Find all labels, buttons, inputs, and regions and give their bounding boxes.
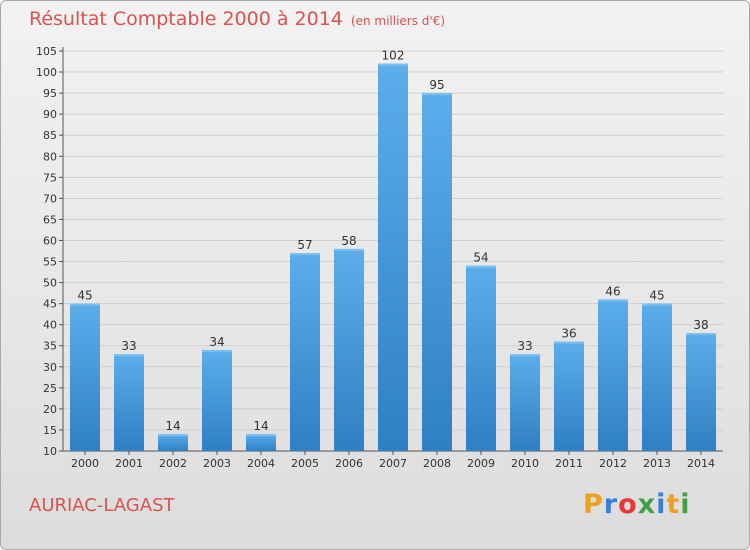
- logo-letter: o: [618, 489, 638, 520]
- y-tick-label: 55: [43, 256, 57, 269]
- bar-highlight: [598, 299, 628, 302]
- bar-highlight: [202, 349, 232, 352]
- logo-letter: i: [656, 489, 667, 520]
- bar-highlight: [114, 354, 144, 357]
- x-tick-label: 2003: [203, 457, 231, 470]
- bar-value-label: 95: [429, 78, 444, 92]
- bar-value-label: 54: [473, 251, 488, 265]
- logo-letter: x: [637, 489, 657, 520]
- bar: [158, 434, 188, 451]
- x-tick-label: 2004: [247, 457, 275, 470]
- bar-value-label: 38: [693, 318, 708, 332]
- y-tick-label: 25: [43, 382, 57, 395]
- bar-highlight: [290, 253, 320, 256]
- bar-value-label: 34: [209, 335, 224, 349]
- bar: [642, 303, 672, 451]
- logo-letter: t: [666, 489, 681, 520]
- bar-highlight: [466, 265, 496, 268]
- commune-name: AURIAC-LAGAST: [29, 495, 175, 516]
- y-tick-label: 65: [43, 213, 57, 226]
- x-tick-label: 2008: [423, 457, 451, 470]
- y-tick-label: 100: [36, 66, 57, 79]
- bar-highlight: [334, 248, 364, 251]
- x-tick-label: 2006: [335, 457, 363, 470]
- bar: [422, 93, 452, 452]
- x-tick-label: 2001: [115, 457, 143, 470]
- bar: [202, 349, 232, 451]
- y-tick-label: 30: [43, 361, 57, 374]
- y-tick-label: 105: [36, 45, 57, 58]
- bars: [70, 63, 716, 452]
- labels: 45 33 14 34 14 57 58 102 95 54 33 36 46 45 38: [77, 49, 708, 434]
- x-tick-label: 2007: [379, 457, 407, 470]
- bar: [334, 248, 364, 451]
- bar-value-label: 33: [121, 339, 136, 353]
- x-tick-label: 2005: [291, 457, 319, 470]
- bar-highlight: [554, 341, 584, 344]
- bar: [510, 354, 540, 451]
- x-tick-label: 2000: [71, 457, 99, 470]
- bar-value-label: 36: [561, 327, 576, 341]
- y-tick-label: 45: [43, 298, 57, 311]
- bar: [70, 303, 100, 451]
- y-tick-label: 70: [43, 192, 57, 205]
- bar-value-label: 58: [341, 234, 356, 248]
- bar: [246, 434, 276, 451]
- bar: [378, 63, 408, 451]
- bar-highlight: [642, 303, 672, 306]
- logo-letter: i: [680, 489, 691, 520]
- proxiti-logo[interactable]: Proxiti: [583, 489, 691, 520]
- y-tick-label: 40: [43, 319, 57, 332]
- bar: [554, 341, 584, 451]
- bar-highlight: [378, 63, 408, 66]
- bar-value-label: 46: [605, 284, 620, 298]
- chart-title-text: Résultat Comptable 2000 à 2014: [29, 8, 343, 30]
- x-tick-label: 2002: [159, 457, 187, 470]
- y-tick-label: 85: [43, 129, 57, 142]
- logo-letter: P: [583, 489, 604, 520]
- logo-letter: r: [603, 489, 619, 520]
- bar-value-label: 102: [382, 49, 405, 63]
- bar: [466, 265, 496, 451]
- bar-highlight: [246, 434, 276, 437]
- y-tick-label: 90: [43, 108, 57, 121]
- x-tick-label: 2011: [555, 457, 583, 470]
- bar-value-label: 45: [77, 289, 92, 303]
- y-tick-label: 95: [43, 87, 57, 100]
- y-tick-label: 15: [43, 424, 57, 437]
- bar-highlight: [422, 93, 452, 96]
- y-tick-label: 80: [43, 150, 57, 163]
- bar-value-label: 33: [517, 339, 532, 353]
- bar-value-label: 45: [649, 289, 664, 303]
- y-tick-label: 35: [43, 340, 57, 353]
- bar-highlight: [510, 354, 540, 357]
- y-tick-label: 75: [43, 171, 57, 184]
- chart-title: Résultat Comptable 2000 à 2014 (en millie…: [29, 8, 445, 30]
- bar: [290, 253, 320, 451]
- y-tick-label: 60: [43, 234, 57, 247]
- bar: [114, 354, 144, 451]
- x-tick-label: 2009: [467, 457, 495, 470]
- bar-highlight: [158, 434, 188, 437]
- bar-value-label: 57: [297, 238, 312, 252]
- x-tick-label: 2010: [511, 457, 539, 470]
- y-tick-label: 50: [43, 277, 57, 290]
- bar-value-label: 14: [253, 419, 268, 433]
- bar: [598, 299, 628, 451]
- bar-highlight: [70, 303, 100, 306]
- x-tick-label: 2012: [599, 457, 627, 470]
- bar-highlight: [686, 333, 716, 336]
- x-tick-label: 2014: [687, 457, 715, 470]
- x-tick-label: 2013: [643, 457, 671, 470]
- bar: [686, 333, 716, 451]
- bar-value-label: 14: [165, 419, 180, 433]
- y-tick-label: 10: [43, 445, 57, 458]
- chart-unit: (en milliers d'€): [350, 14, 446, 28]
- y-tick-label: 20: [43, 403, 57, 416]
